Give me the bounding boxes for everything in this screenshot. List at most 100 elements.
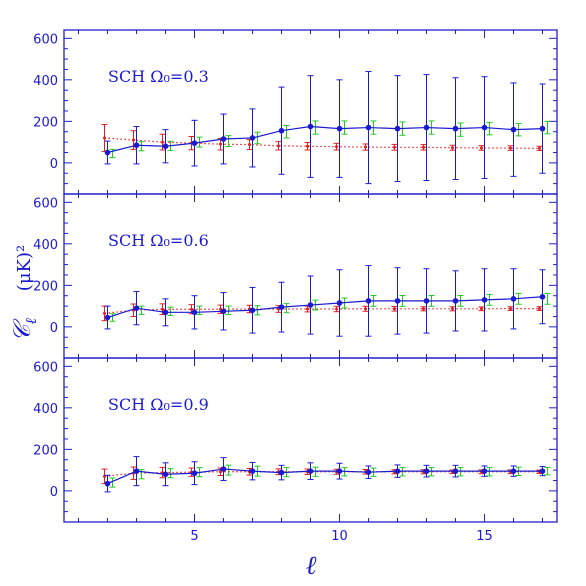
data-point (278, 304, 285, 310)
svg-text:𝒞ℓ: 𝒞ℓ (8, 318, 40, 342)
data-point (394, 468, 401, 474)
data-point (365, 124, 372, 131)
data-point (104, 480, 111, 487)
data-point (162, 143, 169, 150)
data-point (481, 468, 488, 474)
data-point (335, 145, 338, 149)
data-point (278, 469, 285, 476)
series-line (104, 307, 540, 314)
data-point (103, 311, 106, 315)
data-point (133, 468, 140, 474)
data-point (480, 146, 483, 150)
data-point (162, 309, 169, 316)
data-point (423, 124, 430, 131)
data-point (104, 314, 111, 321)
data-point (451, 146, 454, 150)
x-tick-label: 15 (476, 529, 493, 544)
data-point (423, 298, 430, 304)
series-line (104, 137, 540, 149)
data-point (220, 308, 227, 315)
y-tick-label: 0 (50, 321, 58, 336)
panel-frame (63, 357, 558, 523)
y-tick-label: 600 (33, 360, 58, 375)
y-axis-units: (μK)² (14, 245, 35, 291)
series-blue (104, 71, 546, 185)
series-blue (104, 456, 546, 493)
data-point (277, 144, 280, 148)
data-point (278, 127, 285, 134)
data-point (452, 298, 459, 304)
x-tick-labels: 5 10 15 (190, 529, 492, 544)
y-tick-label: 0 (50, 485, 58, 500)
data-point (480, 307, 483, 311)
series-line (107, 468, 543, 485)
data-point (394, 125, 401, 132)
data-point (306, 144, 309, 148)
data-point (538, 307, 541, 311)
x-tick-label: 10 (331, 529, 348, 544)
data-point (451, 307, 454, 311)
data-point (539, 468, 546, 474)
y-tick-label: 200 (33, 279, 58, 294)
data-point (132, 138, 135, 142)
y-tick-label: 400 (33, 74, 58, 89)
y-tick-label: 400 (33, 402, 58, 417)
data-point (336, 125, 343, 132)
y-tick-label: 200 (33, 443, 58, 458)
data-point (336, 468, 343, 474)
series-blue (104, 265, 546, 337)
data-point (219, 142, 222, 146)
data-point (191, 470, 198, 477)
data-point (307, 468, 314, 474)
series-green (109, 292, 551, 322)
panel-2: 0 200 400 600 SCH Ω₀=0.6 (33, 193, 558, 359)
data-point (365, 469, 372, 475)
data-point (249, 135, 256, 141)
data-point (133, 142, 140, 149)
data-point (191, 140, 198, 146)
data-point (422, 307, 425, 311)
x-tick-label: 5 (190, 529, 198, 544)
data-point (481, 297, 488, 303)
data-point (162, 471, 169, 478)
data-point (133, 305, 140, 311)
data-point (307, 123, 314, 130)
data-point (393, 307, 396, 311)
y-tick-label: 600 (33, 32, 58, 47)
data-point (509, 146, 512, 150)
data-point (364, 145, 367, 149)
data-point (104, 149, 111, 156)
y-axis-label: 𝒞ℓ (μK)² (8, 245, 40, 342)
data-point (365, 298, 372, 304)
series-green (109, 464, 551, 488)
y-tick-label: 0 (50, 157, 58, 172)
x-axis-label: ℓ (306, 551, 317, 581)
data-point (190, 307, 193, 311)
data-point (249, 468, 256, 474)
data-point (393, 145, 396, 149)
data-point (335, 307, 338, 311)
data-point (538, 146, 541, 150)
data-point (510, 468, 517, 474)
data-point (510, 126, 517, 133)
data-point (394, 298, 401, 304)
data-point (452, 125, 459, 132)
series-line (107, 296, 543, 319)
panel-1: 0 200 400 600 SCH Ω₀=0.3 (33, 29, 558, 195)
data-point (336, 300, 343, 306)
series-line (104, 471, 540, 477)
data-point (249, 307, 256, 314)
y-tick-label: 400 (33, 238, 58, 253)
data-point (191, 309, 198, 316)
panel-label: SCH Ω₀=0.3 (108, 67, 209, 86)
data-point (423, 468, 430, 474)
y-tick-label: 200 (33, 115, 58, 130)
data-point (220, 136, 227, 142)
data-point (481, 124, 488, 131)
y-tick-label: 600 (33, 196, 58, 211)
data-point (220, 466, 227, 472)
data-point (307, 302, 314, 308)
panel-3: 0 200 400 600 SCH Ω₀=0.9 (33, 357, 558, 523)
